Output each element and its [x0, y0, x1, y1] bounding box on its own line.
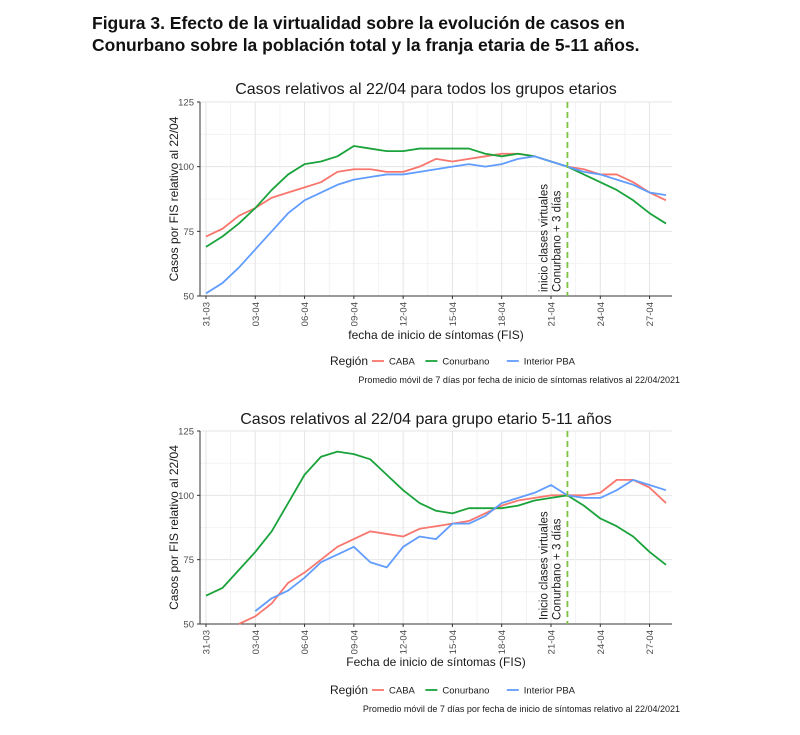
chart2-title: Casos relativos al 22/04 para grupo etar…: [240, 411, 611, 428]
chart2-x-tick-label: 09-04: [349, 630, 360, 654]
chart2-vline-annotation-2: Conurbano + 3 días: [551, 518, 563, 620]
chart2-x-tick-label: 18-04: [497, 630, 508, 654]
chart1-legend-title: Región: [330, 354, 368, 368]
chart1-x-tick-label: 27-04: [645, 302, 656, 326]
chart1-legend-label: Conurbano: [442, 357, 489, 368]
chart1-y-tick-label: 100: [178, 162, 194, 173]
chart1-x-tick-label: 24-04: [596, 302, 607, 326]
chart2-series-line-interior-pba: [254, 478, 667, 612]
chart2-x-axis-label: Fecha de inicio de síntomas (FIS): [346, 655, 525, 669]
chart2-x-tick-label: 12-04: [399, 630, 410, 654]
chart1-y-tick-label: 125: [178, 98, 194, 109]
chart1-x-tick-label: 06-04: [300, 302, 311, 326]
chart2-vline-annotation-1: Inicio clases virtuales: [538, 511, 550, 620]
chart2-legend-label: Conurbano: [442, 686, 489, 697]
chart2-x-tick-label: 31-03: [202, 630, 213, 654]
figure-title-line-1: Figura 3. Efecto de la virtualidad sobre…: [92, 13, 625, 33]
chart2-legend-label: Interior PBA: [524, 686, 576, 697]
chart1-series-line-caba: [205, 152, 667, 238]
chart1-series-line-interior-pba: [205, 155, 667, 295]
chart1-x-tick-label: 15-04: [448, 302, 459, 326]
chart2-x-tick-label: 15-04: [448, 630, 459, 654]
chart1-x-tick-label: 31-03: [202, 302, 213, 326]
chart1-x-axis-label: fecha de inicio de síntomas (FIS): [348, 328, 523, 342]
chart1-x-tick-label: 12-04: [399, 302, 410, 326]
chart1-y-tick-label: 50: [183, 292, 194, 303]
chart2-y-axis-label: Casos por FIS relativo al 22/04: [167, 445, 181, 610]
chart1-y-axis-label: Casos por FIS relativo al 22/04: [167, 116, 181, 281]
chart1-y-tick-label: 75: [183, 227, 194, 238]
chart1-legend-label: Interior PBA: [524, 357, 576, 368]
chart1-series-line-conurbano: [205, 145, 667, 248]
chart2-y-tick-label: 100: [178, 491, 194, 502]
chart2-caption: Promedio móvil de 7 días por fecha de in…: [363, 704, 680, 714]
chart1-vline-annotation-1: inicio clases virtuales: [538, 184, 550, 292]
chart2-x-tick-label: 24-04: [596, 630, 607, 654]
chart2-x-tick-label: 03-04: [251, 630, 262, 654]
chart1-title: Casos relativos al 22/04 para todos los …: [235, 81, 617, 98]
chart2-series-line-conurbano: [205, 450, 667, 597]
chart2-x-tick-label: 21-04: [547, 630, 558, 654]
chart2-y-tick-label: 75: [183, 555, 194, 566]
chart2-y-tick-label: 50: [183, 620, 194, 631]
chart2-legend-label: CABA: [389, 686, 416, 697]
chart1-legend-label: CABA: [389, 357, 416, 368]
chart1-x-tick-label: 09-04: [349, 302, 360, 326]
figure-title-line-2: Conurbano sobre la población total y la …: [92, 35, 640, 55]
chart1-x-tick-label: 21-04: [547, 302, 558, 326]
chart2-legend-title: Región: [330, 683, 368, 697]
chart2-x-tick-label: 27-04: [645, 630, 656, 654]
chart2-x-tick-label: 06-04: [300, 630, 311, 654]
chart2-y-tick-label: 125: [178, 427, 194, 438]
chart1-vline-annotation-2: Conurbano + 3 días: [551, 190, 563, 292]
figure-title: Figura 3. Efecto de la virtualidad sobre…: [92, 12, 772, 56]
chart1-caption: Promedio móvil de 7 días por fecha de in…: [358, 375, 680, 385]
chart1-x-tick-label: 18-04: [497, 302, 508, 326]
chart1-x-tick-label: 03-04: [251, 302, 262, 326]
